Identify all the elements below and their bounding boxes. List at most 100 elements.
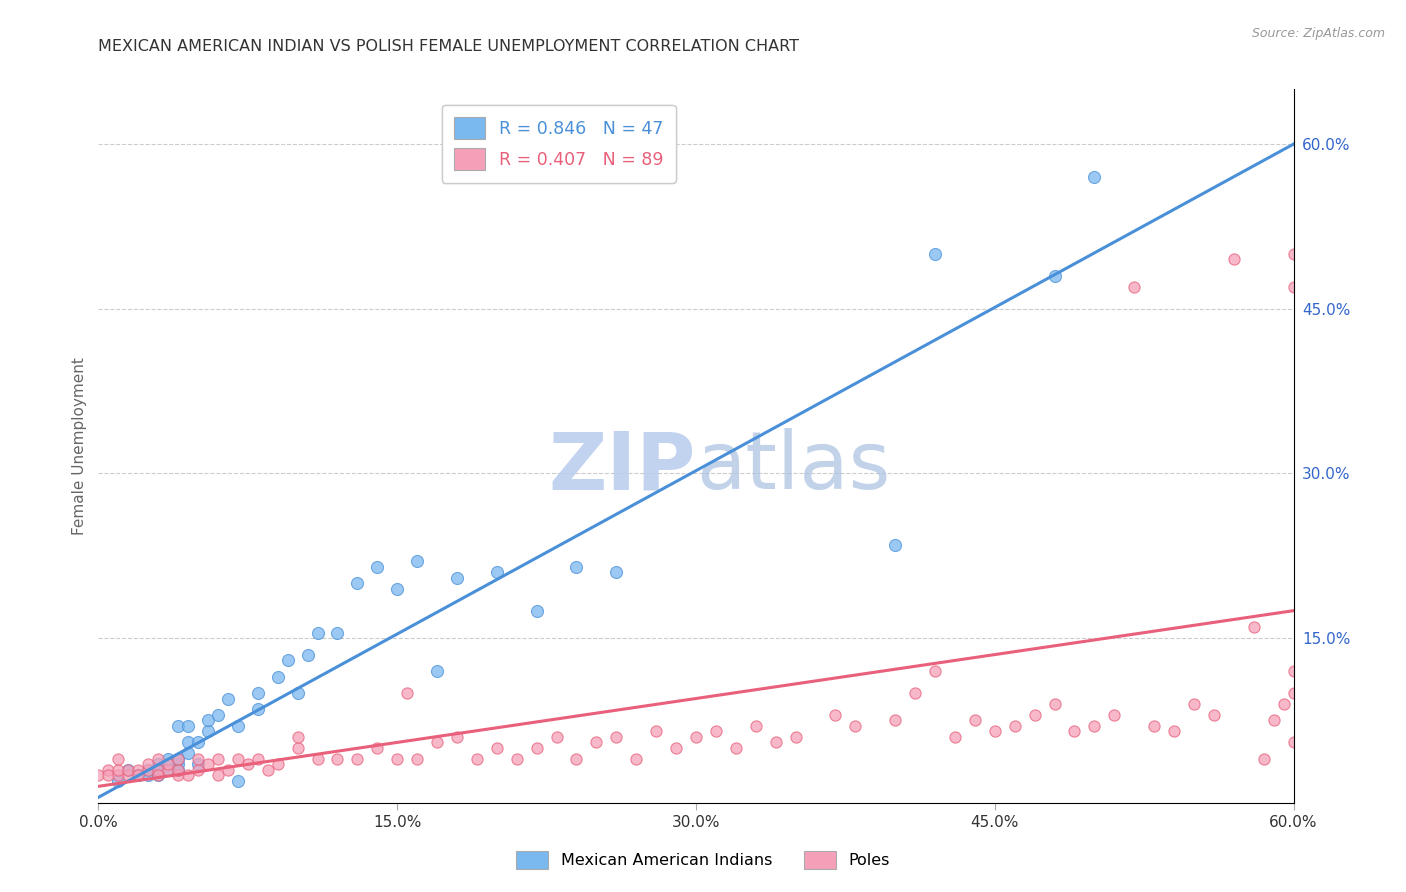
Point — [217, 763, 239, 777]
Point — [884, 538, 907, 552]
Point — [585, 735, 607, 749]
Point — [366, 559, 388, 574]
Point — [446, 730, 468, 744]
Point — [226, 752, 249, 766]
Point — [963, 714, 986, 728]
Point — [1063, 724, 1085, 739]
Point — [1263, 714, 1285, 728]
Point — [385, 752, 409, 766]
Point — [167, 757, 190, 772]
Point — [1253, 752, 1275, 766]
Point — [605, 730, 627, 744]
Text: Source: ZipAtlas.com: Source: ZipAtlas.com — [1251, 27, 1385, 40]
Point — [148, 763, 170, 777]
Point — [148, 768, 170, 782]
Point — [546, 730, 568, 744]
Point — [226, 773, 249, 788]
Text: MEXICAN AMERICAN INDIAN VS POLISH FEMALE UNEMPLOYMENT CORRELATION CHART: MEXICAN AMERICAN INDIAN VS POLISH FEMALE… — [98, 38, 800, 54]
Point — [326, 752, 349, 766]
Point — [485, 740, 508, 755]
Point — [366, 740, 388, 755]
Point — [824, 708, 846, 723]
Point — [704, 724, 727, 739]
Point — [785, 730, 807, 744]
Point — [406, 554, 429, 568]
Point — [267, 757, 290, 772]
Point — [148, 752, 170, 766]
Point — [148, 757, 170, 772]
Point — [605, 566, 627, 580]
Point — [1143, 719, 1166, 733]
Point — [844, 719, 866, 733]
Point — [157, 752, 180, 766]
Point — [307, 752, 329, 766]
Point — [197, 724, 219, 739]
Point — [167, 763, 190, 777]
Point — [526, 740, 548, 755]
Point — [1024, 708, 1046, 723]
Point — [465, 752, 488, 766]
Point — [148, 768, 170, 782]
Point — [187, 763, 209, 777]
Point — [207, 752, 229, 766]
Point — [256, 763, 278, 777]
Point — [107, 768, 129, 782]
Point — [326, 625, 349, 640]
Point — [136, 763, 159, 777]
Point — [187, 735, 209, 749]
Point — [1202, 708, 1225, 723]
Point — [187, 752, 209, 766]
Point — [177, 747, 200, 761]
Point — [1243, 620, 1265, 634]
Point — [526, 604, 548, 618]
Point — [645, 724, 668, 739]
Point — [984, 724, 1007, 739]
Legend: Mexican American Indians, Poles: Mexican American Indians, Poles — [509, 845, 897, 875]
Legend: R = 0.846   N = 47, R = 0.407   N = 89: R = 0.846 N = 47, R = 0.407 N = 89 — [441, 105, 676, 183]
Point — [307, 625, 329, 640]
Point — [246, 752, 269, 766]
Point — [277, 653, 299, 667]
Point — [127, 763, 149, 777]
Point — [426, 735, 449, 749]
Point — [943, 730, 966, 744]
Point — [685, 730, 707, 744]
Point — [1123, 280, 1146, 294]
Point — [297, 648, 319, 662]
Point — [136, 757, 159, 772]
Point — [207, 708, 229, 723]
Point — [226, 719, 249, 733]
Point — [1163, 724, 1185, 739]
Point — [1004, 719, 1026, 733]
Point — [157, 763, 180, 777]
Point — [346, 752, 368, 766]
Point — [924, 247, 946, 261]
Point — [1182, 697, 1205, 711]
Point — [287, 730, 309, 744]
Point — [665, 740, 688, 755]
Point — [485, 566, 508, 580]
Point — [207, 768, 229, 782]
Text: ZIP: ZIP — [548, 428, 696, 507]
Point — [765, 735, 787, 749]
Point — [167, 752, 190, 766]
Point — [127, 768, 149, 782]
Point — [136, 768, 159, 782]
Point — [1282, 247, 1305, 261]
Point — [117, 763, 139, 777]
Point — [187, 757, 209, 772]
Point — [197, 714, 219, 728]
Point — [724, 740, 747, 755]
Point — [1083, 719, 1105, 733]
Point — [197, 757, 219, 772]
Point — [346, 576, 368, 591]
Point — [177, 768, 200, 782]
Point — [1083, 169, 1105, 184]
Point — [446, 571, 468, 585]
Point — [167, 768, 190, 782]
Point — [287, 686, 309, 700]
Point — [177, 735, 200, 749]
Point — [385, 582, 409, 596]
Point — [1222, 252, 1246, 267]
Point — [157, 757, 180, 772]
